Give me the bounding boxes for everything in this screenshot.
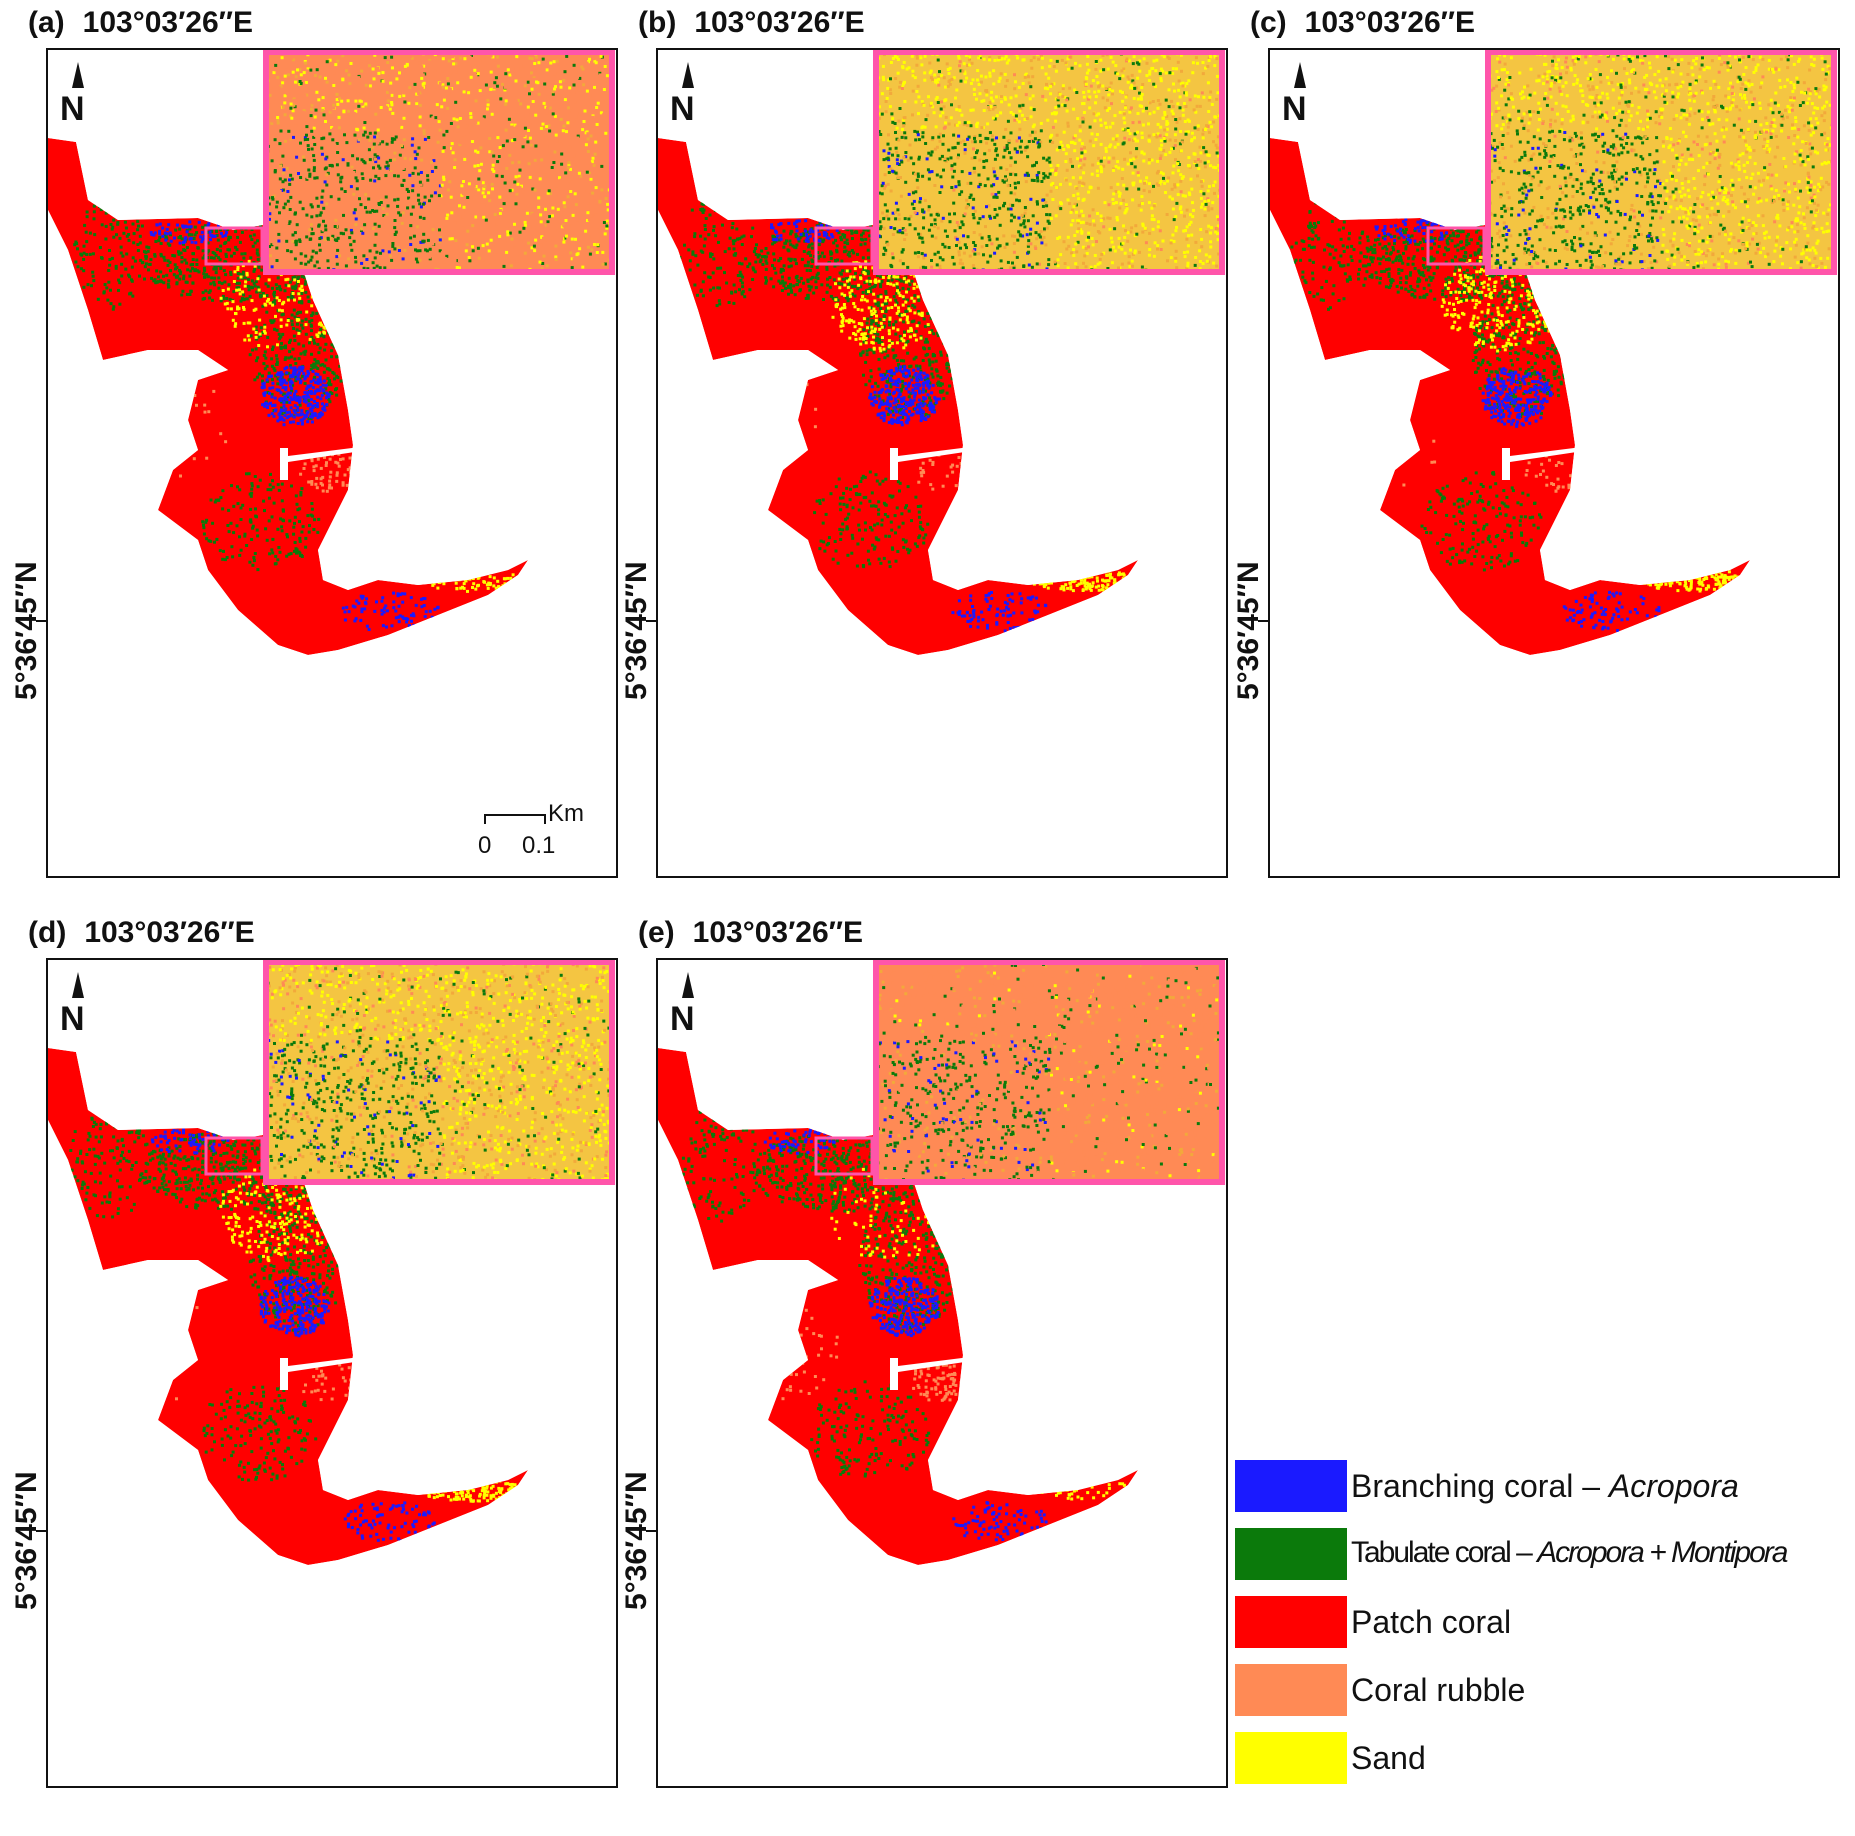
reef-classification-map [658, 50, 1226, 876]
legend-swatch-sand [1235, 1732, 1347, 1784]
map-frame [656, 958, 1228, 1788]
panel-letter: (e) [638, 916, 675, 949]
north-arrow-stem [682, 972, 694, 998]
longitude-label: 103°03′26″E [84, 916, 254, 949]
latitude-tick [36, 620, 48, 622]
legend-item-rubble: Coral rubble [1235, 1664, 1855, 1716]
panel-label: (d) 103°03′26″E [28, 916, 255, 950]
latitude-label: 5°36′45″N [1232, 561, 1266, 700]
north-arrow-icon: N [60, 90, 85, 129]
legend-item-tabulate: Tabulate coral – Acropora + Montipora [1235, 1528, 1855, 1580]
legend-swatch-patch [1235, 1596, 1347, 1648]
north-arrow-stem [72, 972, 84, 998]
longitude-label: 103°03′26″E [694, 6, 864, 39]
legend-label-rubble: Coral rubble [1351, 1672, 1525, 1709]
map-panel-e: (e) 103°03′26″E N 5°36′45″N [620, 910, 1228, 1836]
legend-item-branching: Branching coral – Acropora [1235, 1460, 1855, 1512]
panel-label: (a) 103°03′26″E [28, 6, 253, 40]
latitude-tick [646, 620, 658, 622]
north-arrow-stem [1294, 62, 1306, 88]
panel-label: (e) 103°03′26″E [638, 916, 863, 950]
panel-letter: (c) [1250, 6, 1287, 39]
zoom-inset [266, 962, 615, 1185]
map-frame [656, 48, 1228, 878]
longitude-label: 103°03′26″E [83, 6, 253, 39]
panel-label: (c) 103°03′26″E [1250, 6, 1475, 40]
north-arrow-icon: N [1282, 90, 1307, 129]
north-arrow-icon: N [670, 1000, 695, 1039]
north-arrow-icon: N [670, 90, 695, 129]
scale-bar-unit: Km [548, 800, 584, 828]
legend-item-sand: Sand [1235, 1732, 1855, 1784]
latitude-tick [36, 1530, 48, 1532]
panel-letter: (a) [28, 6, 65, 39]
map-legend: Branching coral – Acropora Tabulate cora… [1235, 1460, 1850, 1790]
panel-label: (b) 103°03′26″E [638, 6, 865, 40]
map-panel-c: (c) 103°03′26″E N 5°36′45″N [1232, 0, 1840, 926]
map-frame [1268, 48, 1840, 878]
reef-classification-map [48, 960, 616, 1786]
map-panel-a: (a) 103°03′26″E N 5°36′45″N Km 0 0.1 [10, 0, 618, 926]
legend-label-branching: Branching coral – Acropora [1351, 1468, 1739, 1505]
reef-classification-map [48, 50, 616, 876]
legend-swatch-tabulate [1235, 1528, 1347, 1580]
legend-label-sand: Sand [1351, 1740, 1426, 1777]
zoom-inset [876, 52, 1225, 275]
latitude-label: 5°36′45″N [10, 1471, 44, 1610]
latitude-tick [1258, 620, 1270, 622]
legend-swatch-rubble [1235, 1664, 1347, 1716]
map-frame [46, 48, 618, 878]
legend-item-patch: Patch coral [1235, 1596, 1855, 1648]
panel-letter: (b) [638, 6, 676, 39]
scale-bar-start: 0 [478, 832, 491, 860]
latitude-label: 5°36′45″N [620, 1471, 654, 1610]
latitude-label: 5°36′45″N [620, 561, 654, 700]
panel-letter: (d) [28, 916, 66, 949]
latitude-label: 5°36′45″N [10, 561, 44, 700]
reef-classification-map [1270, 50, 1838, 876]
reef-classification-map [658, 960, 1226, 1786]
scale-bar-line [484, 814, 546, 824]
legend-swatch-branching [1235, 1460, 1347, 1512]
scale-bar-end: 0.1 [522, 832, 555, 860]
north-arrow-icon: N [60, 1000, 85, 1039]
legend-label-tabulate: Tabulate coral – Acropora + Montipora [1351, 1536, 1786, 1570]
north-arrow-stem [682, 62, 694, 88]
legend-label-patch: Patch coral [1351, 1604, 1511, 1641]
map-panel-b: (b) 103°03′26″E N 5°36′45″N [620, 0, 1228, 926]
latitude-tick [646, 1530, 658, 1532]
zoom-inset [266, 52, 615, 275]
longitude-label: 103°03′26″E [693, 916, 863, 949]
zoom-inset [876, 962, 1225, 1185]
longitude-label: 103°03′26″E [1305, 6, 1475, 39]
zoom-inset [1488, 52, 1837, 275]
map-panel-d: (d) 103°03′26″E N 5°36′45″N [10, 910, 618, 1836]
map-frame [46, 958, 618, 1788]
north-arrow-stem [72, 62, 84, 88]
